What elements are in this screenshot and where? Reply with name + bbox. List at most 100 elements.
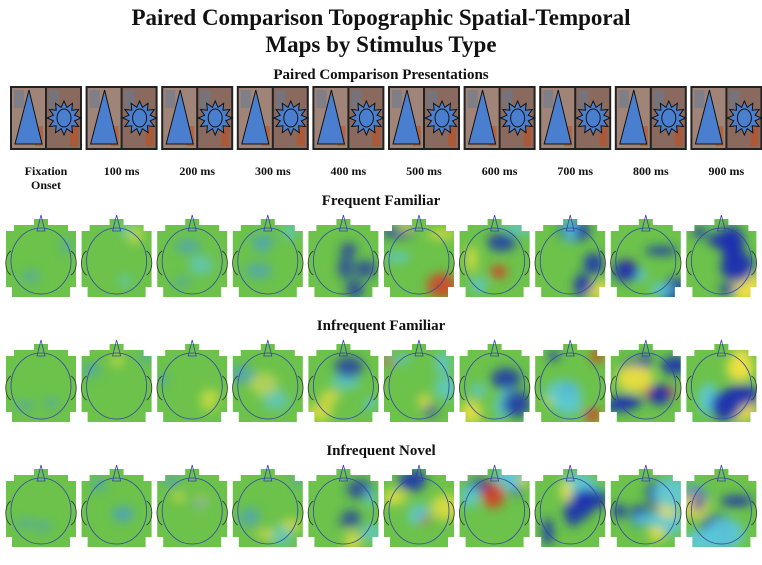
topo-map [80, 464, 153, 547]
head [312, 227, 374, 295]
blob [162, 473, 181, 488]
blob [692, 227, 707, 238]
nose [641, 339, 651, 357]
stimulus-pair [690, 86, 762, 150]
blob [239, 507, 261, 527]
blob [720, 495, 753, 507]
blob [545, 379, 582, 406]
blob [291, 473, 303, 486]
ear [599, 250, 606, 276]
blob [459, 484, 481, 508]
ear [373, 375, 380, 401]
time-label: 400 ms [330, 164, 367, 178]
head [464, 477, 526, 545]
panel-detail [316, 90, 327, 108]
ear [70, 500, 77, 526]
activity [162, 473, 210, 510]
blob [612, 504, 627, 518]
head [388, 477, 450, 545]
nose [641, 214, 651, 232]
stimulus-pair [463, 86, 536, 150]
blob [610, 394, 643, 409]
ear [307, 375, 314, 401]
head [312, 477, 374, 545]
blob [459, 400, 483, 422]
blob [338, 518, 363, 528]
activity-blur [174, 238, 214, 288]
activity [232, 365, 290, 411]
panel-detail [296, 126, 305, 146]
ear [232, 500, 239, 526]
blob [384, 489, 407, 506]
head [161, 477, 223, 545]
panel-detail [351, 90, 362, 108]
blob [726, 355, 755, 376]
ear [448, 500, 455, 526]
panel-detail [89, 90, 100, 108]
nose [112, 339, 122, 357]
panel-detail [14, 90, 24, 108]
blob [616, 364, 654, 393]
stimulus-pair [236, 86, 310, 150]
nose [338, 214, 348, 232]
blob [271, 524, 293, 547]
ear [5, 500, 12, 526]
activity-blur [16, 517, 52, 533]
blob [320, 389, 340, 405]
activity-blur [542, 472, 606, 547]
panel-detail [599, 126, 608, 146]
blob [563, 500, 575, 521]
blob [341, 510, 361, 519]
nose [490, 464, 500, 482]
blob [244, 262, 273, 279]
activity [13, 397, 59, 411]
blob [719, 226, 745, 260]
topo-map [156, 464, 228, 547]
blob [16, 517, 36, 529]
head [237, 352, 299, 420]
ear [70, 250, 77, 276]
time-label: 100 ms [103, 164, 140, 178]
row-label: Infrequent Familiar [316, 318, 446, 334]
panel-detail [49, 90, 59, 108]
triangle [694, 89, 724, 145]
blob [262, 389, 290, 411]
activity-blur [384, 350, 454, 417]
ear [156, 375, 163, 401]
head [464, 352, 526, 420]
ear [5, 250, 12, 276]
head [161, 352, 223, 420]
blob [81, 362, 101, 378]
activity [698, 348, 757, 422]
blob [487, 233, 516, 252]
nose [36, 214, 46, 232]
topo-map [5, 214, 77, 297]
nose [565, 464, 575, 482]
sun-center [661, 108, 677, 128]
blob [431, 494, 454, 521]
blob [470, 277, 487, 294]
panel-detail [653, 90, 664, 108]
blob [397, 473, 416, 490]
panel-detail [502, 90, 513, 108]
blob [91, 477, 107, 493]
panel-detail [70, 126, 78, 146]
ear [156, 500, 163, 526]
ear [146, 375, 153, 401]
ear [675, 250, 682, 276]
blob [385, 251, 410, 263]
blob [503, 222, 530, 235]
nose [414, 214, 424, 232]
panel-detail [165, 90, 176, 108]
panel-detail [750, 126, 759, 146]
activity-blur [612, 477, 681, 542]
ear [307, 250, 314, 276]
blob [435, 350, 451, 377]
blob [172, 491, 185, 503]
blob [647, 384, 671, 406]
nose [112, 464, 122, 482]
row-label: Frequent Familiar [321, 193, 441, 209]
ear [373, 250, 380, 276]
blob [692, 496, 705, 512]
